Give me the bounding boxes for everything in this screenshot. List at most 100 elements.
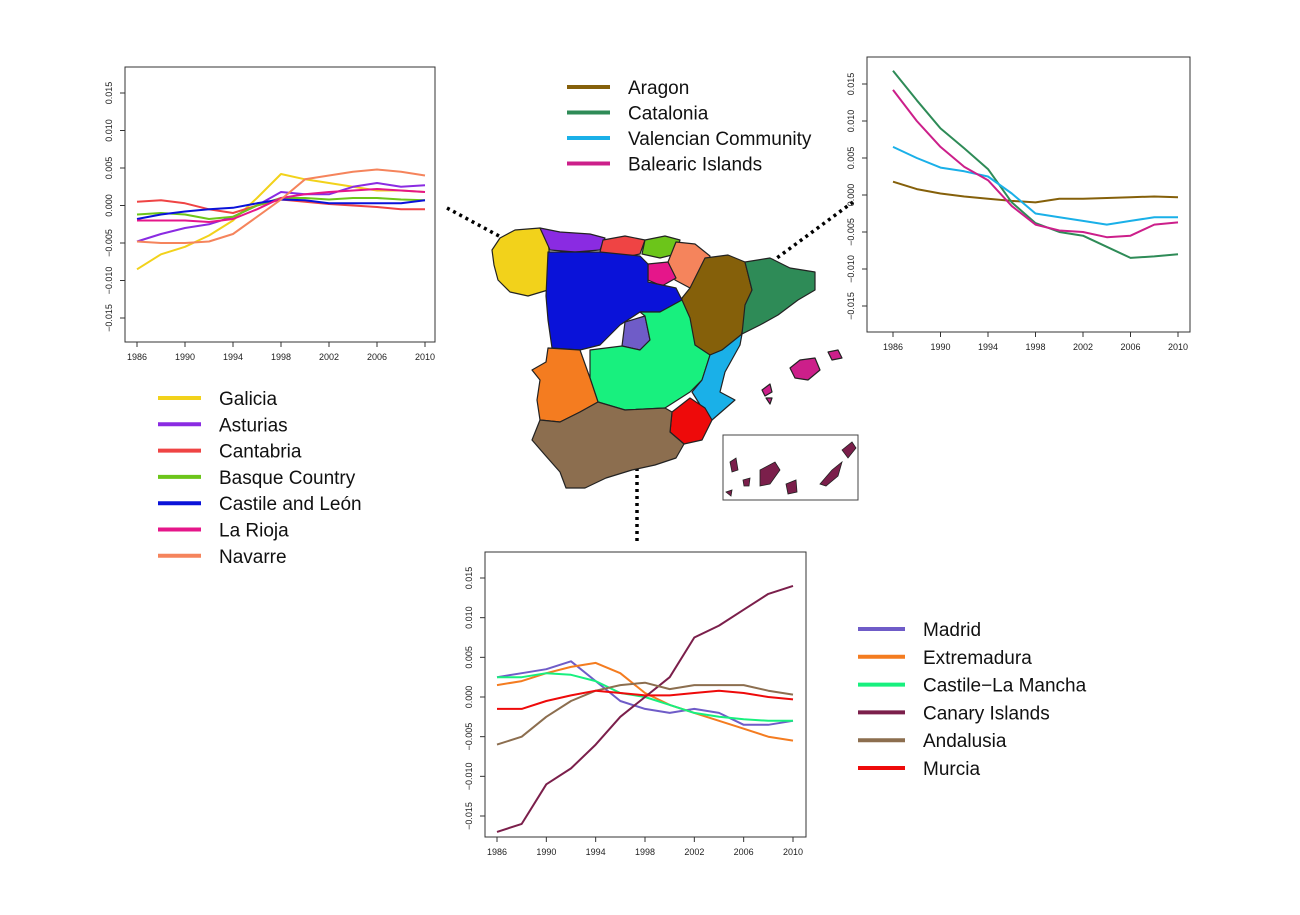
x-tick-label: 1990 bbox=[536, 847, 556, 857]
legend-item-cantabria: Cantabria bbox=[158, 442, 302, 463]
region-catalonia bbox=[741, 257, 816, 335]
spain-map bbox=[491, 227, 843, 489]
x-tick-label: 1986 bbox=[487, 847, 507, 857]
legend-item-asturias: Asturias bbox=[158, 415, 288, 436]
legend-label: Extremadura bbox=[923, 648, 1032, 669]
y-tick-label: 0.005 bbox=[846, 147, 856, 170]
y-tick-label: −0.005 bbox=[104, 229, 114, 257]
legend-label: Catalonia bbox=[628, 104, 709, 125]
legend-label: Basque Country bbox=[219, 468, 356, 489]
legend-label: Balearic Islands bbox=[628, 155, 762, 176]
y-tick-label: −0.010 bbox=[104, 267, 114, 295]
y-tick-label: 0.000 bbox=[846, 184, 856, 207]
y-tick-label: 0.000 bbox=[104, 194, 114, 217]
x-tick-label: 1998 bbox=[1025, 342, 1045, 352]
region-galicia bbox=[491, 227, 551, 297]
x-tick-label: 1986 bbox=[883, 342, 903, 352]
legend-label: Castile and León bbox=[219, 494, 362, 515]
series-line-catalonia bbox=[892, 70, 1179, 259]
y-tick-label: 0.015 bbox=[464, 567, 474, 590]
y-tick-label: 0.015 bbox=[846, 73, 856, 96]
region-asturias bbox=[539, 227, 606, 253]
legend-item-basque-country: Basque Country bbox=[158, 468, 356, 489]
legend-item-andalusia: Andalusia bbox=[858, 731, 1007, 752]
y-tick-label: −0.005 bbox=[464, 723, 474, 751]
x-tick-label: 2006 bbox=[367, 352, 387, 362]
y-tick-label: 0.000 bbox=[464, 686, 474, 709]
x-tick-label: 1994 bbox=[223, 352, 243, 362]
y-tick-label: 0.005 bbox=[104, 157, 114, 180]
series-line-asturias bbox=[136, 182, 426, 243]
x-tick-label: 2010 bbox=[1168, 342, 1188, 352]
y-tick-label: −0.015 bbox=[104, 304, 114, 332]
x-tick-label: 1998 bbox=[635, 847, 655, 857]
y-tick-label: −0.010 bbox=[464, 762, 474, 790]
legend-label: Aragon bbox=[628, 78, 689, 99]
chart-east: 1986 1990 1994 1998 2002 2006 2010 −0.015 −0.010… bbox=[846, 56, 1191, 352]
y-tick-label: 0.010 bbox=[846, 110, 856, 133]
series-line-aragon bbox=[892, 180, 1179, 204]
legend-item-la-rioja: La Rioja bbox=[158, 521, 289, 542]
x-tick-label: 1990 bbox=[175, 352, 195, 362]
legend-item-extremadura: Extremadura bbox=[858, 648, 1032, 669]
x-tick-label: 2010 bbox=[415, 352, 435, 362]
legend-item-navarre: Navarre bbox=[158, 547, 287, 568]
x-tick-label: 2002 bbox=[1073, 342, 1093, 352]
legend-item-castile-la-mancha: Castile−La Mancha bbox=[858, 676, 1087, 697]
legend-item-canary-islands: Canary Islands bbox=[858, 703, 1050, 724]
legend-item-castile-and-leon: Castile and León bbox=[158, 494, 362, 515]
legend-item-catalonia: Catalonia bbox=[567, 104, 709, 125]
region-balearic bbox=[761, 349, 843, 405]
legend-label: Madrid bbox=[923, 620, 981, 641]
x-tick-label: 2002 bbox=[319, 352, 339, 362]
series-line-madrid bbox=[496, 660, 794, 726]
series-line-galicia bbox=[136, 173, 426, 271]
legend-label: Valencian Community bbox=[628, 129, 812, 150]
series-line-valencian-community bbox=[892, 145, 1178, 226]
legend-label: Andalusia bbox=[923, 731, 1007, 752]
legend-item-aragon: Aragon bbox=[567, 78, 689, 99]
x-tick-label: 2002 bbox=[684, 847, 704, 857]
y-tick-label: −0.015 bbox=[464, 802, 474, 830]
y-tick-label: 0.005 bbox=[464, 646, 474, 669]
canary-inset bbox=[722, 434, 859, 501]
legend-label: Cantabria bbox=[219, 442, 302, 463]
series-line-andalusia bbox=[496, 681, 794, 746]
x-tick-label: 2010 bbox=[783, 847, 803, 857]
x-tick-label: 1998 bbox=[271, 352, 291, 362]
y-tick-label: −0.010 bbox=[846, 255, 856, 283]
legend-label: La Rioja bbox=[219, 521, 289, 542]
legend-label: Murcia bbox=[923, 759, 980, 780]
y-tick-label: −0.015 bbox=[846, 292, 856, 320]
x-tick-label: 1986 bbox=[127, 352, 147, 362]
series-line-canary-islands bbox=[496, 584, 794, 833]
legend-label: Asturias bbox=[219, 415, 288, 436]
chart-north: 1986 1990 1994 1998 2002 2006 2010 −0.015 −0.010… bbox=[104, 66, 436, 362]
legend-item-balearic-islands: Balearic Islands bbox=[567, 155, 762, 176]
region-andalusia bbox=[531, 401, 685, 489]
legend-label: Canary Islands bbox=[923, 703, 1050, 724]
series-line-murcia bbox=[497, 689, 794, 710]
y-tick-label: 0.010 bbox=[464, 606, 474, 629]
legend-east: Aragon Catalonia Valencian Community Balear… bbox=[567, 78, 812, 176]
series-line-navarre bbox=[136, 168, 426, 244]
legend-label: Galicia bbox=[219, 389, 278, 410]
y-tick-label: 0.015 bbox=[104, 82, 114, 105]
y-tick-label: −0.005 bbox=[846, 218, 856, 246]
legend-label: Castile−La Mancha bbox=[923, 676, 1087, 697]
legend-north: Galicia Asturias Cantabria Basque Country Ca… bbox=[158, 389, 362, 568]
plot-frame bbox=[124, 66, 436, 343]
connector-east bbox=[726, 200, 855, 296]
x-tick-label: 2006 bbox=[734, 847, 754, 857]
series-line-la-rioja bbox=[137, 188, 426, 223]
legend-south: Madrid Extremadura Castile−La Mancha Canary… bbox=[858, 620, 1087, 780]
legend-item-valencian-community: Valencian Community bbox=[567, 129, 812, 150]
legend-item-madrid: Madrid bbox=[858, 620, 981, 641]
region-valencian bbox=[691, 333, 743, 421]
series-line-cantabria bbox=[136, 198, 425, 214]
series-line-basque-country bbox=[136, 197, 426, 220]
legend-item-galicia: Galicia bbox=[158, 389, 278, 410]
x-tick-label: 1994 bbox=[978, 342, 998, 352]
x-tick-label: 1994 bbox=[586, 847, 606, 857]
